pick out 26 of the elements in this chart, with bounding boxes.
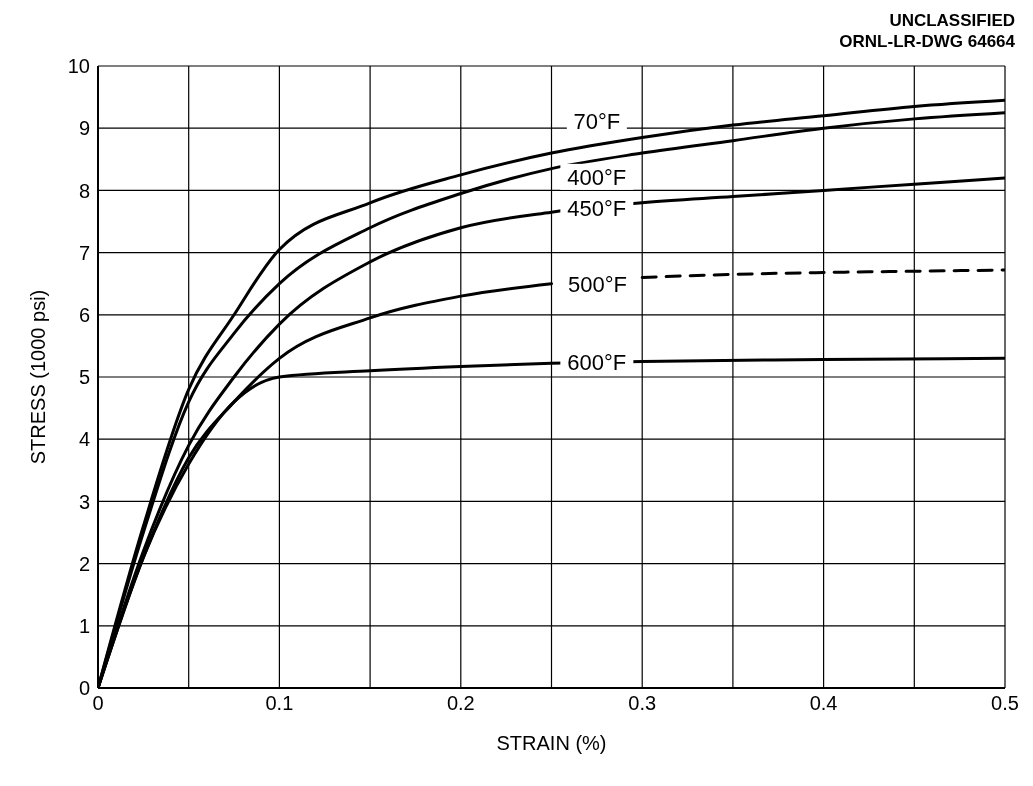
text: ORNL-LR-DWG 64664 xyxy=(839,31,1015,52)
y-tick-label: 6 xyxy=(78,303,90,326)
x-tick-label: 0.1 xyxy=(265,692,294,715)
x-tick-label: 0.3 xyxy=(628,692,657,715)
y-tick-label: 10 xyxy=(67,55,90,78)
x-tick-label: 0.5 xyxy=(991,692,1019,715)
x-axis-title: STRAIN (%) xyxy=(496,732,607,754)
x-tick-label: 0.2 xyxy=(446,692,475,715)
y-tick-label: 4 xyxy=(78,428,90,451)
series-label: 450°F xyxy=(567,195,627,221)
x-tick-label: 0.4 xyxy=(809,692,838,715)
y-tick-label: 8 xyxy=(78,179,90,202)
y-tick-label: 3 xyxy=(78,490,90,513)
y-axis-title: STRESS (1000 psi) xyxy=(27,289,50,465)
series-label: 600°F xyxy=(567,350,627,376)
y-tick-label: 7 xyxy=(78,241,90,264)
series-label: 400°F xyxy=(567,164,627,190)
y-tick-label: 5 xyxy=(78,366,90,389)
y-tick-label: 1 xyxy=(78,614,90,637)
series-label: 500°F xyxy=(568,271,627,297)
series-label: 70°F xyxy=(573,109,621,135)
y-tick-label: 9 xyxy=(78,117,90,140)
x-tick-label: 0 xyxy=(92,692,104,715)
y-tick-label: 2 xyxy=(78,552,90,575)
y-tick-label: 0 xyxy=(78,677,90,700)
text: UNCLASSIFIED xyxy=(888,10,1015,31)
